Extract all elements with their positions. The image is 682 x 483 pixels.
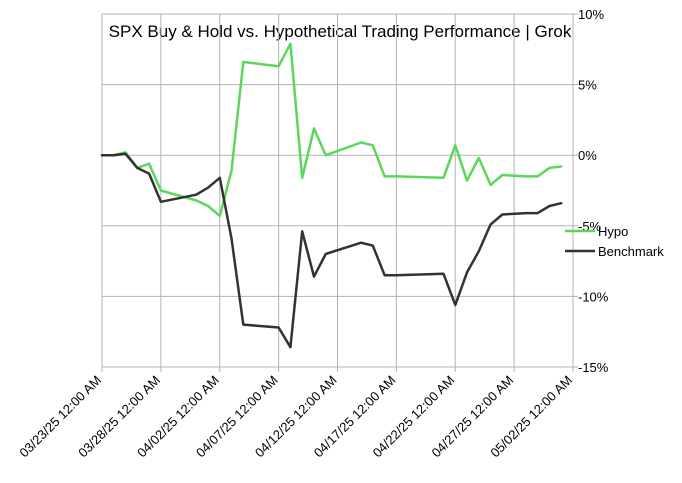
y-tick-label: 10% — [578, 7, 604, 22]
y-axis-ticks: 10%5%0%-5%-10%-15% — [578, 7, 609, 375]
grid — [101, 13, 578, 372]
y-tick-label: -10% — [578, 289, 609, 304]
chart-title: SPX Buy & Hold vs. Hypothetical Trading … — [109, 22, 572, 41]
y-tick-label: 5% — [578, 78, 597, 93]
y-tick-label: -15% — [578, 360, 609, 375]
series-lines — [100, 42, 563, 349]
legend: Hypo Benchmark — [565, 224, 664, 259]
y-tick-label: 0% — [578, 148, 597, 163]
series-line-benchmark — [100, 152, 563, 349]
legend-label-benchmark: Benchmark — [598, 244, 664, 259]
series-line-hypo — [100, 42, 563, 218]
legend-label-hypo: Hypo — [598, 224, 628, 239]
